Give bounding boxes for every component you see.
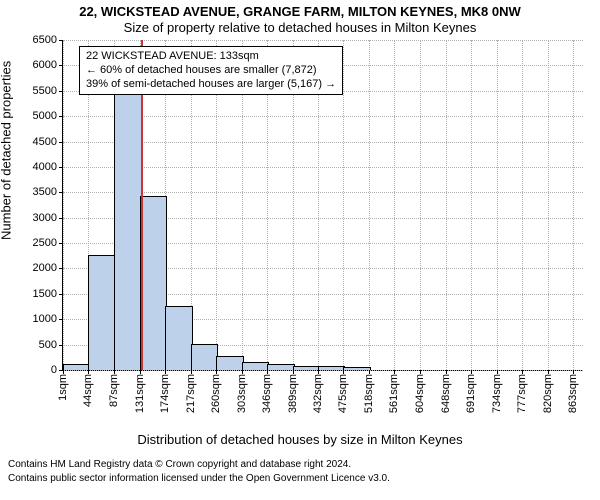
y-tick-label: 3500	[33, 186, 57, 198]
histogram-bar	[293, 366, 320, 370]
annotation-line: 39% of semi-detached houses are larger (…	[86, 78, 336, 92]
gridline-v	[420, 40, 421, 370]
x-tick-label: 518sqm	[363, 374, 375, 413]
figure: 22, WICKSTEAD AVENUE, GRANGE FARM, MILTO…	[0, 0, 600, 500]
y-tick-label: 2000	[33, 262, 57, 274]
gridline-v	[522, 40, 523, 370]
y-tick-label: 1500	[33, 288, 57, 300]
y-tick-label: 5500	[33, 85, 57, 97]
x-tick-label: 303sqm	[236, 374, 248, 413]
histogram-bar	[63, 364, 90, 370]
annotation-line: ← 60% of detached houses are smaller (7,…	[86, 64, 336, 78]
histogram-bar	[191, 344, 218, 370]
x-tick-label: 475sqm	[337, 374, 349, 413]
x-tick-label: 734sqm	[491, 374, 503, 413]
histogram-bar	[165, 306, 192, 370]
histogram-bar	[267, 364, 294, 370]
y-tick-label: 1000	[33, 313, 57, 325]
x-tick-label: 389sqm	[287, 374, 299, 413]
gridline-v	[471, 40, 472, 370]
x-tick-label: 346sqm	[261, 374, 273, 413]
histogram-bar	[140, 196, 167, 370]
y-axis-label: Number of detached properties	[0, 61, 14, 240]
x-tick-label: 260sqm	[210, 374, 222, 413]
x-tick-label: 561sqm	[388, 374, 400, 413]
histogram-bar	[343, 367, 370, 370]
y-tick-label: 6500	[33, 34, 57, 46]
y-tick-label: 500	[39, 339, 57, 351]
attribution-footer: Contains HM Land Registry data © Crown c…	[8, 458, 390, 485]
figure-title: 22, WICKSTEAD AVENUE, GRANGE FARM, MILTO…	[0, 4, 600, 19]
histogram-bar	[242, 362, 269, 370]
histogram-bar	[88, 255, 115, 370]
x-tick-label: 863sqm	[567, 374, 579, 413]
gridline-v	[343, 40, 344, 370]
y-tick-label: 4000	[33, 161, 57, 173]
x-tick-label: 432sqm	[312, 374, 324, 413]
gridline-v	[548, 40, 549, 370]
y-tick-label: 6000	[33, 59, 57, 71]
annotation-line: 22 WICKSTEAD AVENUE: 133sqm	[86, 50, 336, 64]
histogram-bar	[216, 356, 243, 370]
plot-area: 0500100015002000250030003500400045005000…	[62, 40, 583, 371]
x-tick-label: 87sqm	[108, 374, 120, 407]
gridline-v	[446, 40, 447, 370]
x-tick-label: 648sqm	[440, 374, 452, 413]
histogram-bar	[114, 87, 142, 370]
footer-line: Contains HM Land Registry data © Crown c…	[8, 458, 390, 472]
x-tick-label: 217sqm	[185, 374, 197, 413]
x-tick-label: 604sqm	[414, 374, 426, 413]
gridline-v	[369, 40, 370, 370]
gridline-v	[497, 40, 498, 370]
x-tick-label: 820sqm	[542, 374, 554, 413]
figure-subtitle: Size of property relative to detached ho…	[0, 20, 600, 35]
x-tick-label: 691sqm	[465, 374, 477, 413]
gridline-v	[63, 40, 64, 370]
footer-line: Contains public sector information licen…	[8, 472, 390, 486]
y-tick-label: 3000	[33, 212, 57, 224]
y-tick-label: 2500	[33, 237, 57, 249]
annotation-box: 22 WICKSTEAD AVENUE: 133sqm← 60% of deta…	[79, 46, 343, 95]
histogram-bar	[318, 366, 345, 370]
x-tick-label: 777sqm	[516, 374, 528, 413]
x-tick-label: 44sqm	[82, 374, 94, 407]
x-axis-label: Distribution of detached houses by size …	[0, 432, 600, 447]
gridline-v	[573, 40, 574, 370]
x-tick-label: 174sqm	[159, 374, 171, 413]
gridline-v	[394, 40, 395, 370]
x-tick-label: 131sqm	[134, 374, 146, 413]
y-tick-label: 5000	[33, 110, 57, 122]
gridline-h	[63, 370, 583, 371]
y-tick-label: 4500	[33, 136, 57, 148]
x-tick-label: 1sqm	[57, 374, 69, 401]
